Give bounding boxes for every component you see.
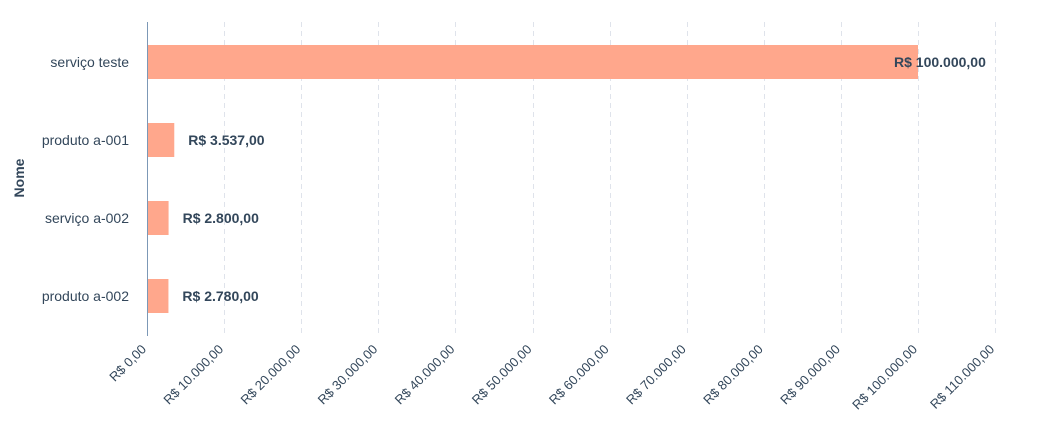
data-labels: R$ 100.000,00 R$ 3.537,00 R$ 2.800,00 R$ 2.… xyxy=(182,54,986,304)
bar-1[interactable] xyxy=(147,123,175,157)
y-axis-title: Nome xyxy=(11,158,27,197)
bars xyxy=(147,45,918,313)
grid-lines xyxy=(224,22,996,336)
x-tick-label-2: R$ 20.000,00 xyxy=(238,342,304,408)
x-tick-label-9: R$ 90.000,00 xyxy=(777,342,843,408)
data-label-0: R$ 100.000,00 xyxy=(894,54,986,70)
data-label-2: R$ 2.800,00 xyxy=(183,210,259,226)
bar-0[interactable] xyxy=(147,45,918,79)
category-label-2: serviço a-002 xyxy=(45,210,129,226)
x-tick-label-0: R$ 0,00 xyxy=(106,342,149,385)
x-tick-label-3: R$ 30.000,00 xyxy=(315,342,381,408)
x-tick-label-7: R$ 70.000,00 xyxy=(623,342,689,408)
x-tick-label-1: R$ 10.000,00 xyxy=(160,342,226,408)
x-tick-label-5: R$ 50.000,00 xyxy=(469,342,535,408)
x-tick-label-11: R$ 110.000,00 xyxy=(927,342,997,412)
bar-2[interactable] xyxy=(147,201,169,235)
data-label-1: R$ 3.537,00 xyxy=(188,132,264,148)
category-labels: serviço teste produto a-001 serviço a-002 p… xyxy=(42,54,129,304)
x-tick-label-8: R$ 80.000,00 xyxy=(700,342,766,408)
data-label-3: R$ 2.780,00 xyxy=(182,288,258,304)
bar-3[interactable] xyxy=(147,279,169,313)
x-tick-labels: R$ 0,00 R$ 10.000,00 R$ 20.000,00 R$ 30.000… xyxy=(106,342,997,413)
category-label-0: serviço teste xyxy=(50,54,129,70)
category-label-1: produto a-001 xyxy=(42,132,129,148)
x-tick-label-6: R$ 60.000,00 xyxy=(546,342,612,408)
category-label-3: produto a-002 xyxy=(42,288,129,304)
x-tick-label-4: R$ 40.000,00 xyxy=(392,342,458,408)
x-tick-label-10: R$ 100.000,00 xyxy=(849,342,920,413)
